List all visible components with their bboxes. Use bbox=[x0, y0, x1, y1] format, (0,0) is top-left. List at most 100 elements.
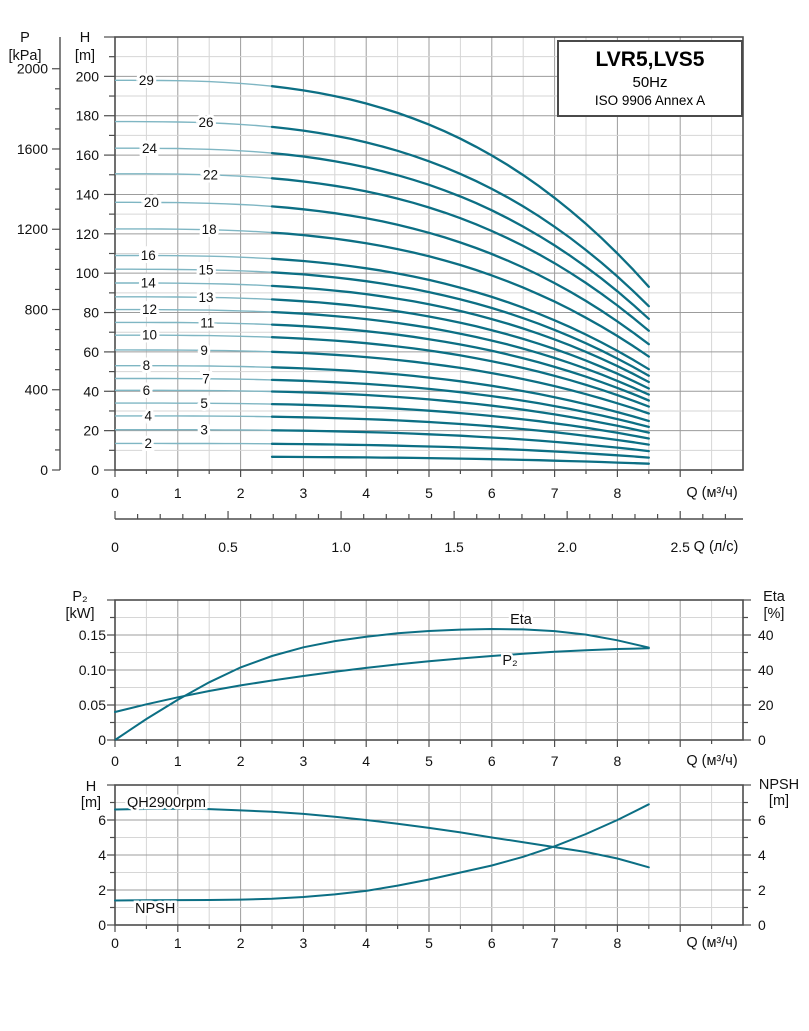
curve-stage-26 bbox=[270, 125, 650, 308]
curve-stage-16-low-range bbox=[115, 254, 273, 260]
curve-label-7: 7 bbox=[202, 371, 210, 386]
right-axis-tick-label: 4 bbox=[758, 847, 766, 863]
h-axis-tick-label: 40 bbox=[83, 383, 99, 399]
left-axis-tick-label: 4 bbox=[98, 847, 106, 863]
right-axis-tick-label: 6 bbox=[758, 812, 766, 828]
curve-label-29: 29 bbox=[139, 73, 154, 88]
curve-p₂ bbox=[114, 647, 650, 713]
x-axis-tick-label: 6 bbox=[488, 753, 496, 769]
x-axis-tick-label: 7 bbox=[551, 753, 559, 769]
curve-stage-18 bbox=[270, 231, 650, 358]
x-axis-tick-label: 4 bbox=[362, 485, 370, 501]
curve-qh2900rpm bbox=[114, 807, 650, 869]
curve-label-2: 2 bbox=[145, 436, 153, 451]
left-axis-tick-label: 0 bbox=[98, 917, 106, 933]
p-axis-unit: [kPa] bbox=[8, 48, 41, 64]
h-axis-tick-label: 0 bbox=[91, 462, 99, 478]
p-axis-tick-label: 1200 bbox=[17, 221, 48, 237]
x-axis-tick-label: 4 bbox=[362, 753, 370, 769]
left-axis-unit: [m] bbox=[81, 795, 101, 811]
curve-stage-10-low-range bbox=[115, 334, 273, 338]
curve-label-12: 12 bbox=[142, 302, 157, 317]
curve-stage-12-low-range bbox=[115, 308, 273, 313]
curve-stage-11-low-range bbox=[115, 321, 273, 326]
curve-label-15: 15 bbox=[199, 262, 214, 277]
curve-label-8: 8 bbox=[143, 358, 151, 373]
curve-stage-22 bbox=[270, 177, 650, 332]
x-axis-tick-label: 8 bbox=[614, 485, 622, 501]
x-axis-tick-label: 8 bbox=[614, 753, 622, 769]
h-axis-tick-label: 160 bbox=[76, 147, 100, 163]
curve-stage-1 bbox=[270, 455, 650, 465]
curve-stage-24-low-range bbox=[115, 147, 273, 154]
curve-stage-6-low-range bbox=[115, 389, 273, 393]
right-axis-tick-label: 0 bbox=[758, 917, 766, 933]
curve-eta bbox=[114, 627, 650, 741]
p-axis-tick-label: 2000 bbox=[17, 61, 48, 77]
x-axis-tick-label: 0 bbox=[111, 485, 119, 501]
p-axis-header: P bbox=[20, 30, 30, 46]
x-axis-tick-label: 6 bbox=[488, 935, 496, 951]
left-axis-tick-label: 0.15 bbox=[79, 627, 106, 643]
x-axis-unit-label: Q (м³/ч) bbox=[686, 935, 737, 951]
h-axis-tick-label: 20 bbox=[83, 423, 99, 439]
curve-stage-15 bbox=[270, 271, 650, 377]
title-box: LVR5,LVS5 50Hz ISO 9906 Annex A bbox=[557, 40, 743, 117]
curve-stage-26-low-range bbox=[115, 120, 273, 128]
x-axis-tick-label: 6 bbox=[488, 485, 496, 501]
left-axis-unit: [kW] bbox=[66, 606, 95, 622]
left-axis-tick-label: 0 bbox=[98, 732, 106, 748]
curve-label-qh2900rpm: QH2900rpm bbox=[127, 795, 206, 811]
curve-stage-4-low-range bbox=[115, 415, 273, 418]
curve-label-14: 14 bbox=[141, 276, 157, 291]
curve-label-4: 4 bbox=[145, 408, 153, 423]
curve-stage-6 bbox=[270, 390, 650, 434]
curve-label-11: 11 bbox=[200, 315, 214, 330]
right-axis-tick-label: 20 bbox=[758, 697, 774, 713]
curve-stage-20-low-range bbox=[115, 201, 273, 208]
curve-stage-16 bbox=[270, 257, 650, 371]
p-axis-tick-label: 0 bbox=[40, 462, 48, 478]
h-axis-header: H bbox=[80, 30, 90, 46]
left-axis-tick-label: 2 bbox=[98, 882, 106, 898]
x-axis-tick-label: 5 bbox=[425, 485, 433, 501]
curve-stage-15-low-range bbox=[115, 268, 273, 273]
curve-stage-29 bbox=[270, 85, 650, 288]
curve-label-20: 20 bbox=[144, 195, 159, 210]
curve-stage-7-low-range bbox=[115, 377, 273, 381]
right-axis-tick-label: 40 bbox=[758, 662, 774, 678]
curve-label-6: 6 bbox=[143, 383, 151, 398]
h-axis-tick-label: 60 bbox=[83, 344, 99, 360]
curve-stage-9-low-range bbox=[115, 349, 273, 353]
x-axis-tick-label: 3 bbox=[300, 753, 308, 769]
h-axis-tick-label: 180 bbox=[76, 108, 100, 124]
x-axis-tick-label: 5 bbox=[425, 935, 433, 951]
curve-stage-29-low-range bbox=[115, 79, 273, 87]
right-axis-tick-label: 40 bbox=[758, 627, 774, 643]
p-axis-tick-label: 1600 bbox=[17, 141, 48, 157]
lps-axis-unit-label: Q (л/с) bbox=[694, 539, 739, 555]
frequency-label: 50Hz bbox=[632, 73, 668, 91]
lps-axis-tick-label: 2.5 bbox=[670, 539, 690, 555]
lps-axis-tick-label: 2.0 bbox=[557, 539, 577, 555]
x-axis-tick-label: 0 bbox=[111, 753, 119, 769]
curve-label-16: 16 bbox=[141, 248, 156, 263]
model-title: LVR5,LVS5 bbox=[595, 48, 705, 72]
curve-stage-5-low-range bbox=[115, 402, 273, 405]
right-axis-unit: [%] bbox=[764, 606, 785, 622]
x-axis-tick-label: 3 bbox=[300, 485, 308, 501]
curve-stage-11 bbox=[270, 323, 650, 402]
curve-label-npsh: NPSH bbox=[135, 901, 175, 917]
lps-axis-tick-label: 1.0 bbox=[331, 539, 351, 555]
x-axis-tick-label: 2 bbox=[237, 485, 245, 501]
curve-stage-2 bbox=[270, 442, 650, 459]
h-axis-tick-label: 100 bbox=[76, 265, 100, 281]
left-axis-header: P₂ bbox=[72, 589, 87, 605]
curve-label-26: 26 bbox=[199, 115, 214, 130]
curve-label-3: 3 bbox=[200, 422, 208, 437]
lps-axis-tick-label: 1.5 bbox=[444, 539, 464, 555]
curve-stage-13 bbox=[270, 298, 650, 390]
x-axis-tick-label: 5 bbox=[425, 753, 433, 769]
